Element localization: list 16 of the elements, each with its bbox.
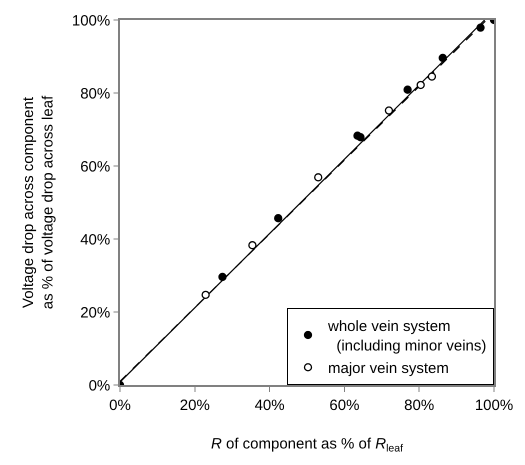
x-tick-label: 40% (254, 396, 285, 414)
y-tick-label: 60% (80, 158, 110, 176)
x-axis-title: R of component as % of R$_{leaf}$ (210, 435, 404, 454)
y-axis-title: Voltage drop across component as % of voltage drop across leaf (20, 94, 57, 310)
legend-label: whole vein system (including minor veins) (327, 318, 486, 355)
x-tick-label: 0% (109, 396, 131, 414)
x-tick-label: 100% (474, 396, 514, 414)
x-tick-label: 20% (180, 396, 210, 414)
y-tick-label: 80% (80, 85, 110, 102)
legend-label: major vein system (328, 360, 449, 378)
x-tick-label: 80% (404, 396, 434, 414)
y-tick-label: 100% (72, 12, 110, 30)
x-tick-label: 60% (329, 396, 360, 414)
y-tick-label: 40% (80, 231, 110, 248)
y-tick-label: 20% (80, 304, 110, 322)
y-tick-label: 0% (88, 377, 110, 394)
